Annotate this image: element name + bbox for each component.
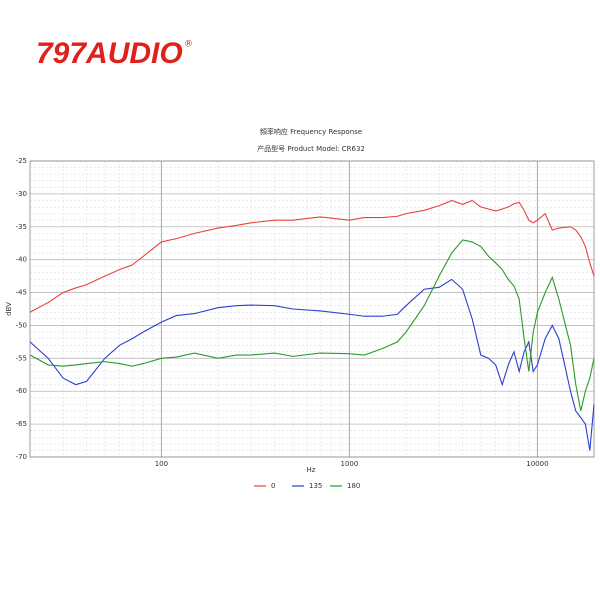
logo: 797AUDIO xyxy=(36,37,183,70)
x-tick-label: 1000 xyxy=(340,460,358,468)
y-tick-label: -25 xyxy=(16,157,27,165)
legend-label: 180 xyxy=(347,482,360,490)
y-tick-label: -35 xyxy=(16,223,27,231)
y-tick-label: -65 xyxy=(16,420,27,428)
x-axis-label: Hz xyxy=(307,466,316,474)
legend-label: 135 xyxy=(309,482,322,490)
logo-mark: ® xyxy=(184,40,193,50)
y-tick-label: -30 xyxy=(16,190,27,198)
series-line xyxy=(29,278,595,451)
x-tick-label: 100 xyxy=(155,460,168,468)
y-axis-label: dBV xyxy=(5,302,13,316)
chart-title: 頻率响应 Frequency Response xyxy=(260,127,362,136)
y-tick-label: -55 xyxy=(16,354,27,362)
y-tick-label: -45 xyxy=(16,289,27,297)
x-tick-label: 10000 xyxy=(526,460,548,468)
series-line xyxy=(29,239,595,412)
chart-subtitle: 产品型号 Product Model: CR632 xyxy=(257,144,365,153)
plot-frame xyxy=(29,160,595,458)
series-line xyxy=(29,199,595,313)
y-tick-label: -50 xyxy=(16,321,27,329)
legend-label: 0 xyxy=(271,482,275,490)
y-tick-label: -70 xyxy=(16,453,27,461)
y-tick-label: -40 xyxy=(16,256,27,264)
y-tick-label: -60 xyxy=(16,387,27,395)
